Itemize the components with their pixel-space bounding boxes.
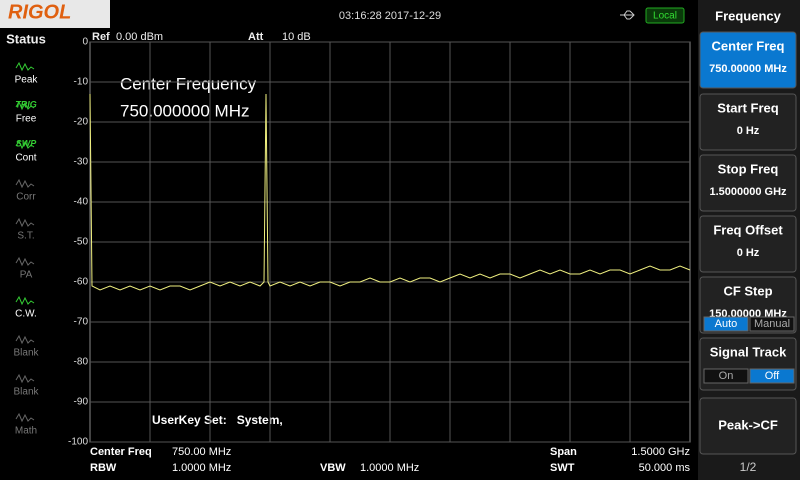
userkey: UserKey Set: System, [152,413,283,427]
footer-label: RBW [90,462,117,474]
y-tick-label: -20 [74,117,89,128]
status-icon [15,256,35,267]
menu-button[interactable] [699,154,797,212]
footer-label: SWT [550,462,575,474]
datetime: 03:16:28 2017-12-29 [339,10,441,22]
usb-icon [620,10,635,20]
att-label: Att [248,31,264,43]
ref-value: 0.00 dBm [116,31,163,43]
status-icon [15,100,35,111]
menu-value: 750.00000 MHz [709,63,787,75]
y-tick-label: 0 [82,37,88,48]
menu-button[interactable] [699,215,797,273]
y-tick-label: -90 [74,397,89,408]
status-label: Math [15,426,37,437]
menu-title: Frequency [715,8,782,23]
status-label: C.W. [15,309,37,320]
menu-button[interactable] [699,31,797,89]
menu-option[interactable] [703,368,749,384]
footer-value: 1.0000 MHz [360,462,419,474]
menu-button[interactable] [699,397,797,455]
status-label: PA [20,270,33,281]
annotation: Center Frequency [120,74,257,93]
status-label: Peak [15,75,39,86]
footer-value: 750.00 MHz [172,446,231,458]
footer-value: 50.000 ms [639,462,691,474]
status-icon [15,61,35,72]
y-tick-label: -40 [74,197,89,208]
menu-label: CF Step [723,283,772,298]
local-badge [645,7,685,24]
ref-label: Ref [92,31,110,43]
y-tick-label: -30 [74,157,89,168]
menu-option-label: Manual [754,318,790,330]
y-tick-label: -100 [68,437,88,448]
status-title: Status [6,31,46,46]
status-label: Corr [16,192,36,203]
menu-value: 0 Hz [737,125,760,137]
status-icon [15,217,35,228]
menu-option-label: On [719,370,734,382]
status-top: SWP [16,138,37,148]
status-top: TRIG [15,99,37,109]
logo: RIGOL [8,1,71,23]
mode: Local [653,11,677,22]
status-icon [15,373,35,384]
menu-option[interactable] [749,316,795,332]
menu-label: Center Freq [712,38,785,53]
menu-value: 0 Hz [737,247,760,259]
menu-label: Start Freq [717,100,778,115]
y-tick-label: -70 [74,317,89,328]
menu-value: 1.5000000 GHz [709,186,787,198]
menu-option[interactable] [749,368,795,384]
annotation: 750.000000 MHz [120,101,249,120]
status-label: Free [16,114,37,125]
menu-label: Stop Freq [718,161,779,176]
status-icon [15,178,35,189]
footer-value: 1.0000 MHz [172,462,231,474]
y-tick-label: -50 [74,237,89,248]
status-icon [15,295,35,306]
footer-label: VBW [320,462,346,474]
menu-option-label: Off [765,370,780,382]
menu-button[interactable] [699,93,797,151]
status-label: S.T. [17,231,34,242]
status-label: Cont [15,153,36,164]
menu-label: Freq Offset [713,222,783,237]
footer-label: Span [550,446,577,458]
y-tick-label: -80 [74,357,89,368]
menu-page[interactable]: 1/2 [740,460,757,474]
footer-value: 1.5000 GHz [631,446,690,458]
status-icon [15,139,35,150]
y-tick-label: -60 [74,277,89,288]
status-label: Blank [13,387,39,398]
menu-label: Peak->CF [718,417,778,432]
y-tick-label: -10 [74,77,89,88]
status-label: Blank [13,348,39,359]
menu-option-label: Auto [715,318,738,330]
status-icon [15,334,35,345]
menu-label: Signal Track [710,344,787,359]
att-value: 10 dB [282,31,311,43]
logo-bg [0,0,110,28]
menu-option[interactable] [703,316,749,332]
footer-label: Center Freq [90,446,152,458]
status-icon [15,412,35,423]
trace [89,93,691,291]
